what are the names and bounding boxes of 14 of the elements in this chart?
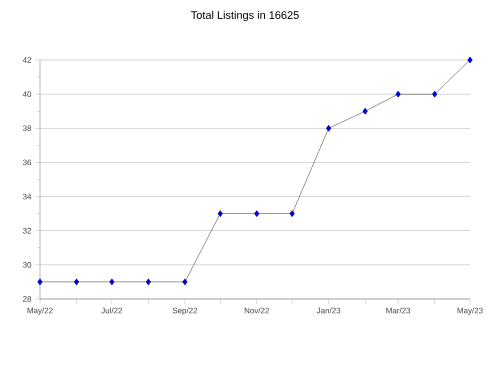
point [290, 210, 295, 218]
point [396, 90, 401, 98]
point [326, 124, 332, 132]
point [37, 278, 43, 286]
point [432, 90, 438, 98]
point [362, 108, 368, 115]
point [467, 56, 473, 64]
point [74, 278, 80, 286]
point [182, 278, 188, 286]
point [109, 278, 114, 286]
point [254, 210, 260, 218]
point [218, 210, 223, 218]
chart-title: Total Listings in 16625 [191, 10, 299, 22]
point [146, 278, 151, 286]
